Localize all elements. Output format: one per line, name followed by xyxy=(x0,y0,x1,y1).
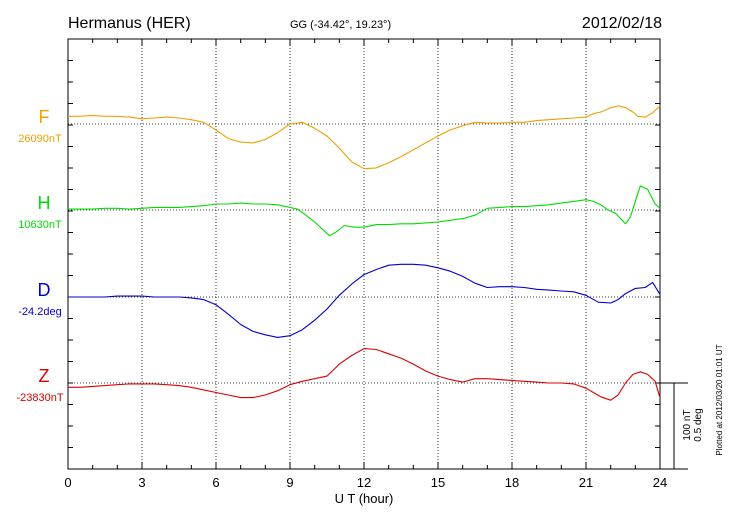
x-tick-label: 12 xyxy=(357,475,371,490)
scale-bar-label-nt: 100 nT xyxy=(682,409,693,440)
series-line-F xyxy=(68,105,661,170)
scale-bar-label-deg: 0.5 deg xyxy=(693,408,704,441)
grid xyxy=(68,39,660,469)
station-coordinates: GG (-34.42°, 19.23°) xyxy=(290,19,391,31)
series-lines xyxy=(68,105,661,401)
series-baseline-Z: -23830nT xyxy=(16,392,63,404)
x-axis-label: U T (hour) xyxy=(335,491,394,506)
series-baseline-H: 10630nT xyxy=(18,219,62,231)
series-labels: F 26090nT H 10630nT D -24.2deg Z -23830nT xyxy=(16,107,63,404)
x-tick-label: 18 xyxy=(505,475,519,490)
series-name-H: H xyxy=(38,193,51,213)
series-line-D xyxy=(68,263,661,338)
x-tick-label: 24 xyxy=(653,475,667,490)
series-name-F: F xyxy=(39,107,50,127)
x-tick-label: 0 xyxy=(64,475,71,490)
chart-date: 2012/02/18 xyxy=(582,15,662,32)
series-baseline-D: -24.2deg xyxy=(18,306,61,318)
station-title: Hermanus (HER) xyxy=(68,15,191,32)
series-name-D: D xyxy=(38,280,51,300)
axis-ticks: 0 3 6 9 12 15 18 21 24 xyxy=(64,38,667,490)
plotted-timestamp: Plotted at 2012/03/20 01:01 UT xyxy=(715,344,724,455)
x-tick-label: 3 xyxy=(138,475,145,490)
series-name-Z: Z xyxy=(39,366,50,386)
series-line-Z xyxy=(68,348,661,401)
series-baseline-F: 26090nT xyxy=(18,133,62,145)
x-tick-label: 9 xyxy=(286,475,293,490)
x-tick-label: 6 xyxy=(212,475,219,490)
plot-frame xyxy=(67,38,661,470)
series-line-H xyxy=(68,185,661,237)
scale-bar: 100 nT 0.5 deg xyxy=(660,382,704,470)
x-tick-label: 21 xyxy=(579,475,593,490)
x-tick-label: 15 xyxy=(431,475,445,490)
